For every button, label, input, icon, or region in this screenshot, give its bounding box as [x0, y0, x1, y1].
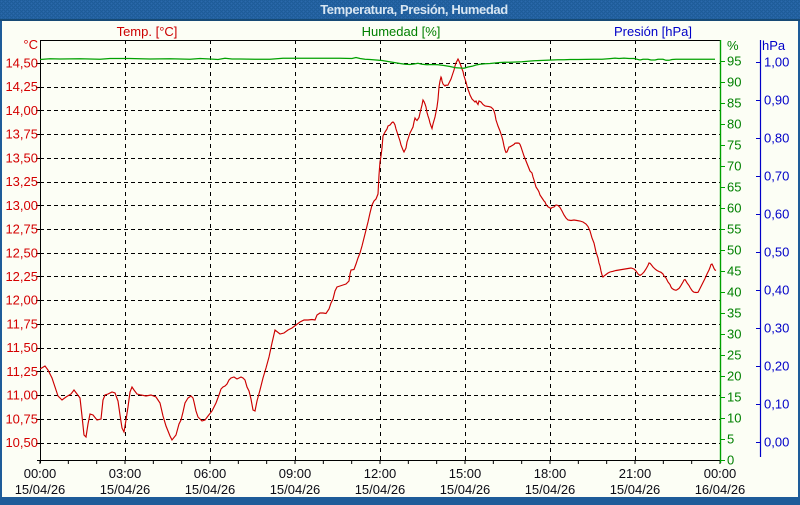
svg-text:12,50: 12,50 [5, 245, 38, 260]
svg-text:14,50: 14,50 [5, 56, 38, 71]
svg-text:25: 25 [727, 348, 741, 363]
svg-text:85: 85 [727, 96, 741, 111]
svg-text:35: 35 [727, 306, 741, 321]
svg-text:12,75: 12,75 [5, 222, 38, 237]
svg-text:1,00: 1,00 [764, 55, 789, 70]
svg-text:13,75: 13,75 [5, 127, 38, 142]
svg-text:10,75: 10,75 [5, 411, 38, 426]
svg-text:0,80: 0,80 [764, 131, 789, 146]
svg-text:hPa: hPa [762, 38, 786, 53]
svg-text:45: 45 [727, 264, 741, 279]
svg-text:15/04/26: 15/04/26 [440, 482, 491, 497]
svg-text:15/04/26: 15/04/26 [355, 482, 406, 497]
svg-text:%: % [727, 38, 739, 53]
svg-text:40: 40 [727, 285, 741, 300]
svg-text:11,25: 11,25 [6, 364, 38, 379]
svg-text:00:00: 00:00 [24, 466, 57, 481]
svg-text:03:00: 03:00 [109, 466, 142, 481]
svg-text:12,00: 12,00 [5, 293, 38, 308]
svg-text:0,00: 0,00 [764, 435, 789, 450]
svg-text:0,90: 0,90 [764, 93, 789, 108]
svg-text:5: 5 [727, 432, 734, 447]
svg-text:11,75: 11,75 [6, 316, 38, 331]
svg-text:06:00: 06:00 [194, 466, 227, 481]
svg-text:0,20: 0,20 [764, 359, 789, 374]
svg-text:75: 75 [727, 138, 741, 153]
svg-text:50: 50 [727, 243, 741, 258]
svg-text:13,25: 13,25 [5, 174, 38, 189]
svg-text:11,00: 11,00 [6, 388, 38, 403]
svg-text:15: 15 [727, 390, 741, 405]
svg-text:14,00: 14,00 [5, 103, 38, 118]
svg-text:Temp. [°C]: Temp. [°C] [117, 24, 178, 39]
svg-text:12,25: 12,25 [5, 269, 38, 284]
svg-text:90: 90 [727, 75, 741, 90]
svg-text:65: 65 [727, 180, 741, 195]
svg-text:13,50: 13,50 [5, 150, 38, 165]
svg-text:°C: °C [23, 37, 38, 52]
svg-text:0,10: 0,10 [764, 397, 789, 412]
svg-text:55: 55 [727, 222, 741, 237]
svg-text:0,50: 0,50 [764, 245, 789, 260]
svg-text:Presión [hPa]: Presión [hPa] [614, 24, 692, 39]
svg-text:20: 20 [727, 369, 741, 384]
svg-text:16/04/26: 16/04/26 [695, 482, 746, 497]
svg-text:30: 30 [727, 327, 741, 342]
svg-text:15:00: 15:00 [449, 466, 482, 481]
svg-text:80: 80 [727, 117, 741, 132]
svg-text:0,30: 0,30 [764, 321, 789, 336]
svg-text:18:00: 18:00 [534, 466, 567, 481]
svg-text:10: 10 [727, 411, 741, 426]
svg-text:0: 0 [727, 453, 734, 468]
svg-text:15/04/26: 15/04/26 [610, 482, 661, 497]
svg-text:12:00: 12:00 [364, 466, 397, 481]
svg-text:13,00: 13,00 [5, 198, 38, 213]
svg-text:0,60: 0,60 [764, 207, 789, 222]
svg-text:60: 60 [727, 201, 741, 216]
svg-text:09:00: 09:00 [279, 466, 312, 481]
svg-text:11,50: 11,50 [6, 340, 38, 355]
svg-text:0,40: 0,40 [764, 283, 789, 298]
svg-text:15/04/26: 15/04/26 [270, 482, 321, 497]
svg-text:10,50: 10,50 [5, 435, 38, 450]
svg-text:15/04/26: 15/04/26 [525, 482, 576, 497]
svg-text:21:00: 21:00 [619, 466, 652, 481]
svg-text:0,70: 0,70 [764, 169, 789, 184]
svg-text:Humedad [%]: Humedad [%] [362, 24, 441, 39]
svg-text:15/04/26: 15/04/26 [15, 482, 66, 497]
svg-text:15/04/26: 15/04/26 [185, 482, 236, 497]
svg-text:00:00: 00:00 [704, 466, 737, 481]
svg-text:95: 95 [727, 54, 741, 69]
svg-text:14,25: 14,25 [5, 79, 38, 94]
svg-text:70: 70 [727, 159, 741, 174]
svg-text:15/04/26: 15/04/26 [100, 482, 151, 497]
